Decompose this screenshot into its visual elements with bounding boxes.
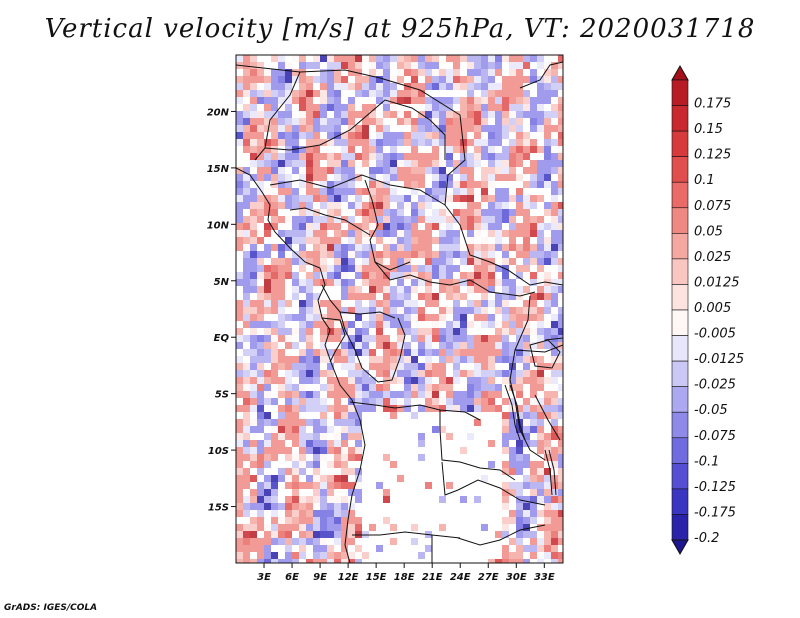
x-tick-label-0: 3E — [257, 572, 271, 583]
colorbar-swatch-1 — [671, 105, 689, 132]
border-angola-north — [349, 401, 481, 421]
x-tick-label-1: 6E — [285, 572, 299, 583]
x-tick-label-9: 30E — [506, 572, 527, 583]
border-niger — [264, 99, 446, 160]
colorbar-swatch-10 — [671, 335, 689, 362]
y-tick-label-2: 10N — [207, 220, 230, 231]
y-tick-label-4: EQ — [214, 333, 230, 344]
colorbar-label-17: -0.2 — [694, 531, 719, 546]
colorbar-label-10: -0.0125 — [694, 352, 744, 367]
colorbar-bottom-arrow — [671, 539, 689, 556]
colorbar-swatch-11 — [671, 360, 689, 387]
border-drc-east — [509, 295, 546, 461]
colorbar-label-7: 0.0125 — [694, 275, 740, 290]
x-tick-label-6: 21E — [422, 572, 443, 583]
red-sea-coast — [519, 61, 563, 89]
coastline-west-africa — [236, 167, 366, 563]
colorbar-swatch-4 — [671, 181, 689, 209]
colorbar-swatch-6 — [671, 233, 689, 260]
border-zambia — [441, 461, 546, 506]
colorbar-label-0: 0.175 — [694, 97, 731, 112]
colorbar-label-14: -0.1 — [694, 454, 719, 469]
colorbar-label-9: -0.005 — [694, 327, 736, 342]
colorbar-label-2: 0.125 — [694, 148, 731, 163]
border-congo — [339, 311, 406, 383]
colorbar-swatch-5 — [671, 207, 689, 234]
y-tick-label-1: 15N — [207, 164, 230, 175]
border-north-2 — [254, 71, 301, 161]
colorbar-swatch-0 — [671, 79, 689, 106]
x-tick-label-7: 24E — [450, 572, 471, 583]
map-frame — [235, 54, 564, 564]
colorbar-label-4: 0.075 — [694, 199, 731, 214]
x-axis: 3E 6E 9E 12E 15E 18E 21E 24E 27E 30E 33E — [257, 563, 555, 583]
colorbar-swatch-16 — [671, 488, 689, 515]
y-tick-label-5: 5S — [215, 390, 229, 401]
colorbar-swatch-3 — [671, 156, 689, 183]
colorbar-label-5: 0.05 — [694, 224, 723, 239]
colorbar-swatch-14 — [671, 437, 689, 464]
velocity-field — [236, 55, 563, 563]
colorbar-label-6: 0.025 — [694, 250, 731, 265]
border-north-1 — [236, 64, 563, 286]
colorbar-swatch-17 — [671, 514, 689, 541]
border-angola-east — [439, 410, 516, 481]
border-chad-west — [364, 179, 411, 271]
y-tick-label-7: 15S — [208, 503, 229, 514]
country-borders — [236, 61, 563, 563]
x-tick-label-10: 33E — [534, 572, 555, 583]
border-nigeria — [289, 207, 371, 236]
lake-victoria — [529, 339, 561, 369]
border-car — [374, 261, 536, 297]
colorbar-label-13: -0.075 — [694, 429, 736, 444]
border-angola-south — [352, 531, 461, 539]
border-cameroon — [321, 284, 396, 319]
x-tick-label-2: 9E — [313, 572, 327, 583]
y-axis: 20N 15N 10N 5N EQ 5S 10S 15S — [207, 107, 236, 514]
lake-tanganyika — [504, 384, 526, 441]
colorbar-swatch-12 — [671, 386, 689, 413]
border-gabon — [321, 317, 346, 363]
border-sahel — [269, 174, 446, 206]
colorbar-swatch-15 — [671, 463, 689, 490]
colorbar-swatch-9 — [671, 309, 689, 336]
y-tick-label-3: 5N — [214, 277, 230, 288]
colorbar: 0.175 0.15 0.125 0.1 0.075 0.05 0.025 0.0125 0.0… — [671, 64, 744, 556]
colorbar-label-12: -0.05 — [694, 403, 728, 418]
x-tick-label-5: 18E — [394, 572, 415, 583]
colorbar-label-16: -0.175 — [694, 505, 736, 520]
border-east-3 — [534, 394, 561, 441]
colorbar-label-11: -0.025 — [694, 378, 736, 393]
x-tick-label-8: 27E — [478, 572, 499, 583]
lake-malawi — [544, 449, 557, 496]
grads-credit: GrADS: IGES/COLA — [4, 603, 98, 613]
chart-title: Vertical velocity [m/s] at 925hPa, VT: 2… — [44, 14, 756, 44]
x-tick-label-3: 12E — [338, 572, 359, 583]
colorbar-label-15: -0.125 — [694, 480, 736, 495]
colorbar-top-arrow — [671, 64, 689, 81]
colorbar-label-1: 0.15 — [694, 122, 723, 137]
colorbar-label-3: 0.1 — [694, 173, 715, 188]
border-botswana — [457, 524, 546, 546]
colorbar-swatch-2 — [671, 130, 689, 157]
colorbar-label-8: 0.005 — [694, 301, 731, 316]
colorbar-swatch-13 — [671, 411, 689, 439]
y-tick-label-6: 10S — [208, 446, 229, 457]
colorbar-swatch-8 — [671, 284, 689, 311]
y-tick-label-0: 20N — [207, 107, 230, 118]
border-east-2 — [514, 344, 563, 353]
colorbar-swatch-7 — [671, 258, 689, 285]
x-tick-label-4: 15E — [366, 572, 387, 583]
